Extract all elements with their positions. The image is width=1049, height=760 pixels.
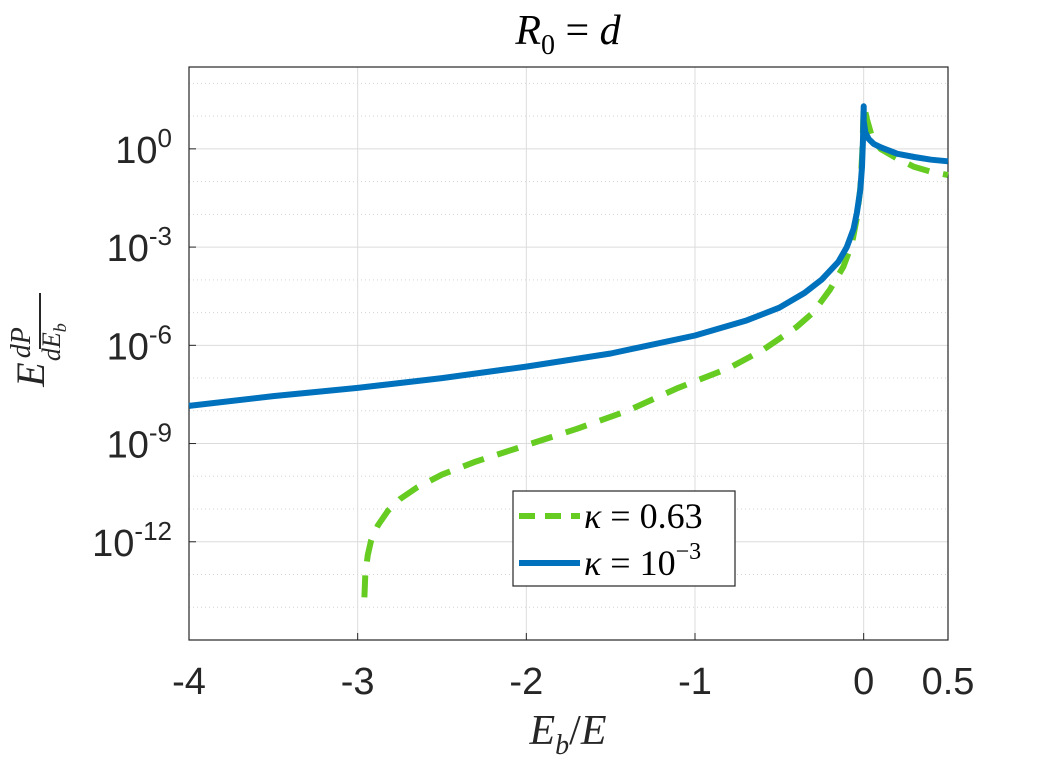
- legend-label-kappa-1e-3: κ = 10−3: [584, 539, 701, 583]
- x-tick-label: 0.5: [922, 661, 975, 703]
- series-line-kappa-1e-3: [188, 103, 949, 409]
- y-tick-label: 10-6: [107, 319, 172, 368]
- x-tick-label: 0: [853, 661, 874, 703]
- y-axis-label: EdPdEb: [6, 293, 70, 388]
- x-tick-label: -2: [509, 661, 543, 703]
- x-tick-label: -1: [678, 661, 712, 703]
- svg-text:EdPdEb: EdPdEb: [6, 323, 70, 387]
- y-tick-label: 10-9: [107, 418, 172, 467]
- x-tick-label: -3: [341, 661, 375, 703]
- series-line-kappa-063: [361, 101, 949, 598]
- svg-text:Eb/E: Eb/E: [529, 708, 607, 760]
- y-tick-label: 100: [115, 123, 172, 172]
- y-tick-label: 10-12: [92, 516, 172, 565]
- series-layer: [188, 101, 949, 598]
- x-tick-label: -4: [172, 661, 206, 703]
- y-tick-label: 10-3: [107, 221, 172, 270]
- legend-box: [512, 490, 736, 587]
- plot-frame: [188, 66, 949, 641]
- y-axis-ticks: 100 10-3 10-6 10-9 10-12: [92, 123, 196, 565]
- x-axis-label: Eb/E: [529, 708, 607, 760]
- svg-text:R0 = d: R0 = d: [514, 8, 621, 61]
- legend: κ = 0.63 κ = 10−3: [512, 490, 736, 587]
- chart-title: R0 = d: [514, 8, 621, 61]
- x-axis-ticks: -4 -3 -2 -1 0 0.5: [172, 633, 974, 703]
- legend-label-kappa-063: κ = 0.63: [584, 496, 703, 536]
